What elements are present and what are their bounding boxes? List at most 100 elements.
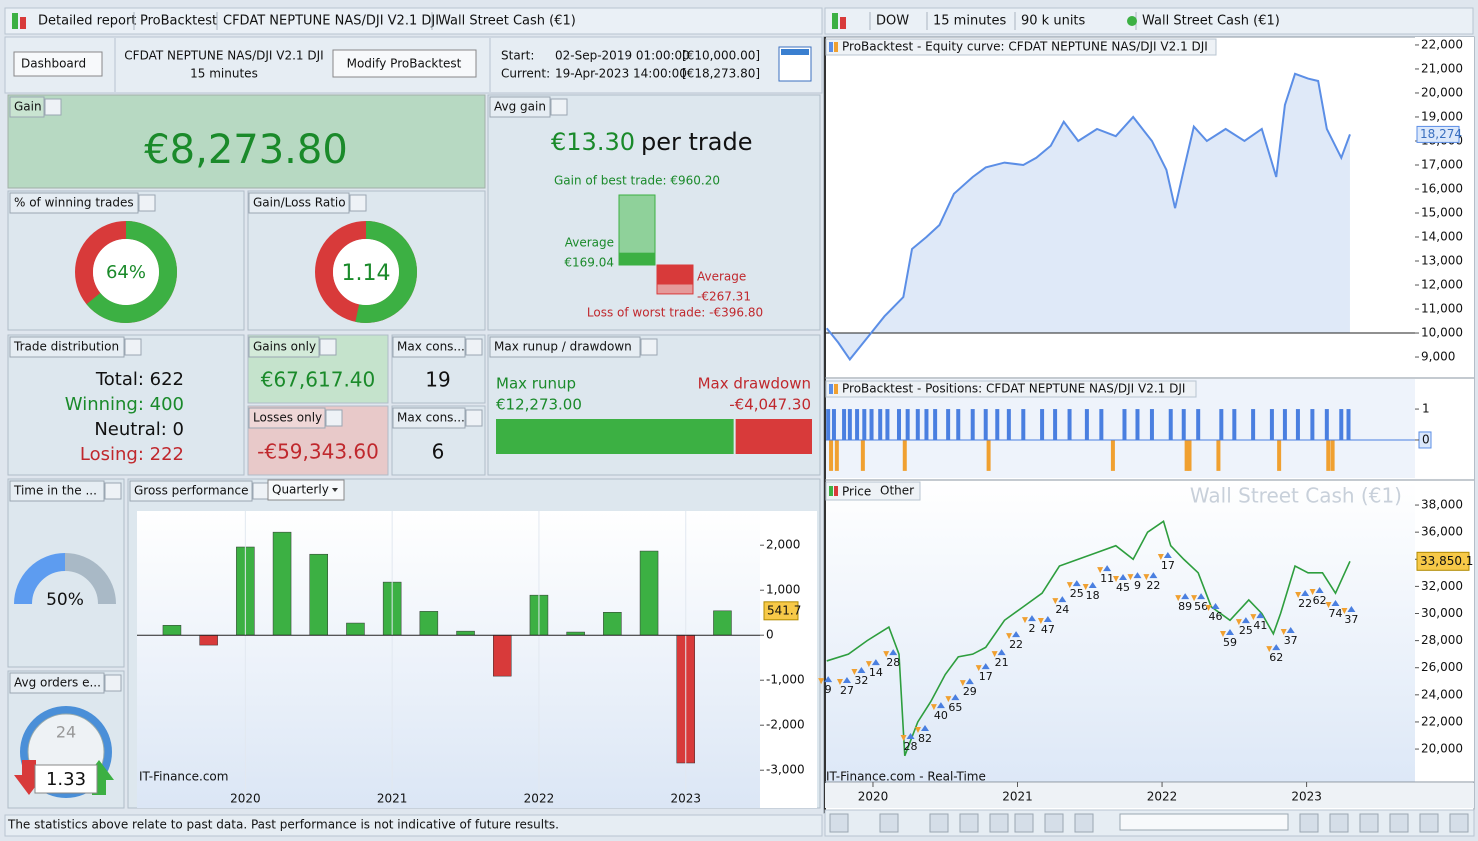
dropdown-text[interactable]: Quarterly	[272, 483, 329, 497]
trade-arrow	[824, 676, 833, 683]
toolbar-item[interactable]: Wall Street Cash (€1)	[1142, 14, 1280, 29]
trade-arrow	[1241, 617, 1250, 624]
trade-arrow	[1286, 627, 1295, 634]
trade-arrow	[1175, 595, 1182, 602]
icon	[834, 486, 838, 496]
toolbar-button[interactable]	[1449, 813, 1469, 833]
icon	[832, 13, 838, 29]
scrollbar[interactable]	[1119, 813, 1289, 831]
tab[interactable]: ProBacktest	[140, 14, 217, 29]
trade-label: 11	[1100, 572, 1114, 585]
pin-button[interactable]	[104, 674, 122, 692]
tab[interactable]: Other	[880, 484, 914, 498]
y-tick-label: 36,000	[1421, 525, 1463, 539]
pin-button[interactable]	[640, 338, 658, 356]
drawdown-bar	[735, 419, 812, 454]
toolbar-button[interactable]	[1299, 813, 1319, 833]
pin-button[interactable]	[325, 409, 343, 427]
toolbar-button[interactable]	[989, 813, 1009, 833]
pin-button[interactable]	[104, 482, 122, 500]
position-bar	[847, 409, 852, 440]
toolbar-button[interactable]	[1014, 813, 1034, 833]
tab[interactable]: Price	[842, 485, 871, 499]
trade-label: 82	[918, 732, 932, 745]
toolbar-button[interactable]	[1359, 813, 1379, 833]
y-tick-label: 28,000	[1421, 633, 1463, 647]
pin-button[interactable]	[44, 98, 62, 116]
toolbar-button[interactable]	[959, 813, 979, 833]
tab[interactable]: Wall Street Cash (€1)	[438, 14, 576, 29]
toolbar-button[interactable]	[1419, 813, 1439, 833]
toolbar-item[interactable]: 15 minutes	[933, 14, 1007, 29]
panel-title	[9, 336, 125, 358]
position-bar	[1084, 409, 1089, 440]
value-badge	[1416, 551, 1470, 571]
trade-arrow	[883, 651, 890, 658]
gain-panel	[7, 94, 486, 189]
y-tick-label: -3,000	[766, 763, 805, 777]
trade-arrow	[889, 649, 898, 656]
position-bar	[970, 409, 975, 440]
trade-arrow	[930, 704, 937, 711]
donut-win	[75, 221, 177, 323]
y-tick-label: 0	[766, 628, 774, 642]
y-tick-label: 22,000	[1421, 714, 1463, 728]
toolbar-item[interactable]: DOW	[876, 14, 909, 29]
panel-title-text: Max cons...	[397, 411, 465, 425]
x-tick-label: 2020	[858, 790, 889, 804]
button-text[interactable]: Modify ProBacktest	[347, 57, 462, 71]
pin-button[interactable]	[252, 482, 270, 500]
toolbar-button[interactable]	[1074, 813, 1094, 833]
y-tick-label: 9,000	[1421, 350, 1455, 364]
pin-button[interactable]	[319, 338, 337, 356]
pin-button[interactable]	[465, 338, 483, 356]
trade-arrow	[1127, 574, 1134, 581]
dashboard-button[interactable]	[13, 51, 103, 77]
pin-button[interactable]	[550, 98, 568, 116]
y-tick-label: 11,000	[1421, 302, 1463, 316]
toolbar-item[interactable]: 90 k units	[1021, 14, 1086, 29]
y-tick-label: -2,000	[766, 718, 805, 732]
trade-label: 9	[1134, 579, 1141, 592]
position-bar	[1067, 409, 1072, 440]
toolbar-button[interactable]	[879, 813, 899, 833]
toolbar-button[interactable]	[929, 813, 949, 833]
position-bar	[1269, 409, 1274, 440]
position-bar	[1346, 409, 1351, 440]
status-bar	[4, 814, 823, 837]
button-text[interactable]: Dashboard	[21, 57, 86, 71]
toolbar-button[interactable]	[829, 813, 849, 833]
y-tick-label: 38,000	[1421, 498, 1463, 512]
plot-area	[826, 481, 1415, 782]
x-tick-label: 2022	[1147, 790, 1178, 804]
y-tick-label: 10,000	[1421, 326, 1463, 340]
position-bar	[924, 409, 929, 440]
toolbar-button[interactable]	[1044, 813, 1064, 833]
pin-button[interactable]	[138, 194, 156, 212]
y-tick-label: 1,000	[766, 583, 800, 597]
position-bar	[1232, 409, 1237, 440]
period-dropdown[interactable]	[267, 479, 345, 501]
trade-label: 29	[963, 685, 977, 698]
trade-label: 62	[1269, 651, 1283, 664]
toolbar-button[interactable]	[1329, 813, 1349, 833]
trade-arrow	[857, 667, 866, 674]
panel-title	[489, 96, 551, 118]
avg-loss-bar	[657, 265, 693, 285]
trade-arrow	[900, 735, 907, 742]
y-tick-label: 2,000	[766, 538, 800, 552]
modify-button[interactable]	[332, 49, 477, 78]
pin-button[interactable]	[124, 338, 142, 356]
trade-arrow	[1012, 631, 1021, 638]
trade-arrow	[1113, 576, 1120, 583]
position-bar	[834, 439, 839, 471]
tab[interactable]: CFDAT NEPTUNE NAS/DJI V2.1 DJI	[223, 14, 439, 29]
pin-button[interactable]	[465, 409, 483, 427]
trade-arrow	[951, 694, 960, 701]
y-tick-label: 19,000	[1421, 109, 1463, 123]
toolbar-button[interactable]	[1389, 813, 1409, 833]
tab[interactable]: Detailed report	[38, 14, 136, 29]
position-bar	[1122, 409, 1127, 440]
pin-button[interactable]	[349, 194, 367, 212]
